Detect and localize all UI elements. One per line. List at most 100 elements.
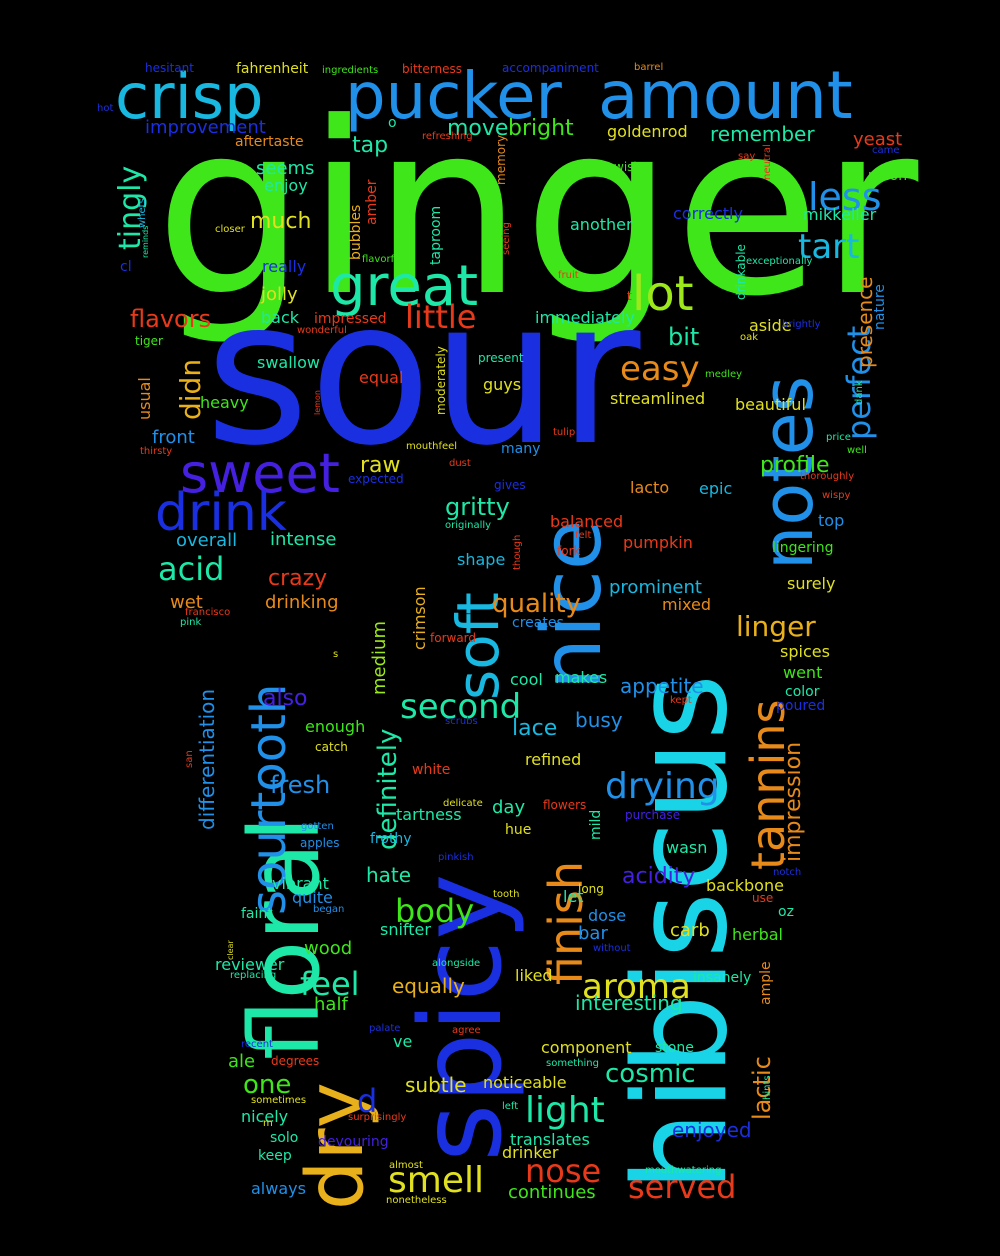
word-enough: enough	[305, 717, 365, 736]
word-solo: solo	[270, 1130, 298, 1146]
word-streamlined: streamlined	[610, 389, 705, 408]
word-smell: smell	[388, 1160, 484, 1201]
word-alongside: alongside	[432, 958, 480, 969]
word-fruit: fruit	[558, 270, 579, 281]
word-mouthfeel: mouthfeel	[406, 441, 457, 452]
word-hate: hate	[366, 863, 411, 887]
word-hints: hints	[762, 1075, 773, 1100]
word-feel: feel	[300, 965, 360, 1003]
word-color: color	[785, 684, 820, 700]
word-acidity: acidity	[622, 864, 695, 889]
word-pumpkin: pumpkin	[623, 533, 693, 552]
word-mixed: mixed	[662, 595, 711, 614]
word-flavors: flavors	[130, 305, 211, 333]
word-nose: nose	[525, 1152, 601, 1190]
word-purchase: purchase	[625, 808, 680, 822]
word-use: use	[752, 891, 773, 905]
word-tartness: tartness	[396, 805, 462, 824]
word-let: let	[563, 887, 584, 906]
word-flowers: flowers	[543, 798, 586, 812]
word-gives: gives	[494, 478, 526, 492]
word-differentiation: differentiation	[195, 689, 219, 830]
word-presence: presence	[853, 277, 877, 368]
word-mouthwatering: mouthwatering	[645, 1165, 721, 1176]
word-began: began	[313, 904, 344, 915]
word-tap: tap	[352, 133, 388, 158]
word-sour: sour	[205, 257, 641, 490]
word-acid: acid	[158, 550, 224, 588]
word-ingredients: ingredients	[322, 65, 378, 76]
word-overall: overall	[176, 530, 237, 551]
word-agree: agree	[452, 1025, 481, 1036]
word-finish: finish	[539, 861, 593, 985]
word-usual: usual	[135, 377, 154, 420]
word-day: day	[492, 797, 525, 818]
word-definitely: definitely	[373, 729, 403, 850]
word-aftertaste: aftertaste	[235, 134, 304, 150]
word-jolly: jolly	[260, 284, 298, 305]
word-pink: pink	[180, 617, 201, 628]
word-lace: lace	[512, 716, 557, 741]
word-really: really	[262, 257, 306, 276]
word-expected: expected	[348, 472, 404, 486]
word-mild: mild	[588, 810, 604, 840]
word-lactic: lactic	[748, 1056, 776, 1120]
word-memory: memory	[494, 135, 508, 185]
word-brightly: brightly	[782, 319, 821, 330]
word-frothy: frothy	[370, 831, 412, 847]
word-amber: amber	[364, 179, 380, 225]
word-liked: liked	[515, 966, 553, 985]
word-white: white	[412, 762, 450, 778]
word-pinkish: pinkish	[438, 852, 474, 863]
word-snifter: snifter	[380, 920, 431, 939]
word-cool: cool	[510, 670, 543, 689]
word-reminds: reminds	[141, 226, 150, 258]
word-palate: palate	[369, 1023, 400, 1034]
word-sometimes: sometimes	[251, 1095, 306, 1106]
word-long: long	[578, 882, 604, 896]
word-bubbles: bubbles	[348, 205, 364, 260]
word-tiger: tiger	[135, 334, 163, 348]
word-taproom: taproom	[428, 206, 444, 265]
word-ginger: ginger	[155, 72, 919, 349]
word-sweet: sweet	[180, 442, 340, 505]
word-light: light	[525, 1090, 605, 1131]
word-continues: continues	[508, 1182, 596, 1203]
word-oak: oak	[740, 332, 758, 343]
word-whets: whets	[137, 198, 148, 228]
word-heavy: heavy	[200, 393, 249, 412]
word-notes: notes	[747, 376, 829, 570]
word-gritty: gritty	[445, 493, 510, 521]
word-refreshing: refreshing	[422, 131, 473, 142]
word-wood: wood	[304, 938, 352, 959]
word-well: well	[847, 445, 867, 456]
word-drink: drink	[155, 483, 287, 543]
word-bright: bright	[508, 116, 574, 141]
word-union: union	[868, 168, 907, 184]
word-wish: wish	[614, 160, 641, 174]
word-always: always	[251, 1179, 306, 1198]
word-backbone: backbone	[706, 876, 784, 895]
word-little: little	[405, 298, 476, 336]
word-present: present	[478, 351, 524, 365]
word-notch: notch	[773, 867, 801, 878]
word-crazy: crazy	[268, 566, 327, 591]
word-fresh: fresh	[270, 771, 330, 799]
word-enjoy: enjoy	[264, 176, 308, 195]
word-seems: seems	[256, 158, 314, 179]
word-catch: catch	[315, 740, 348, 754]
word-almost: almost	[389, 1160, 423, 1171]
word-ve: ve	[393, 1032, 412, 1051]
word-profile: profile	[760, 453, 830, 478]
word-back: back	[261, 308, 300, 327]
word-d: d	[357, 1082, 377, 1120]
word-closer: closer	[215, 224, 246, 235]
word-s: s	[333, 649, 338, 660]
word-drinking: drinking	[265, 592, 339, 613]
word-another: another	[570, 215, 633, 234]
word-sourtooth: sourtooth	[241, 684, 297, 915]
word-oz: oz	[778, 904, 794, 920]
word-dry: dry	[291, 1082, 381, 1210]
word-san: san	[184, 750, 195, 768]
